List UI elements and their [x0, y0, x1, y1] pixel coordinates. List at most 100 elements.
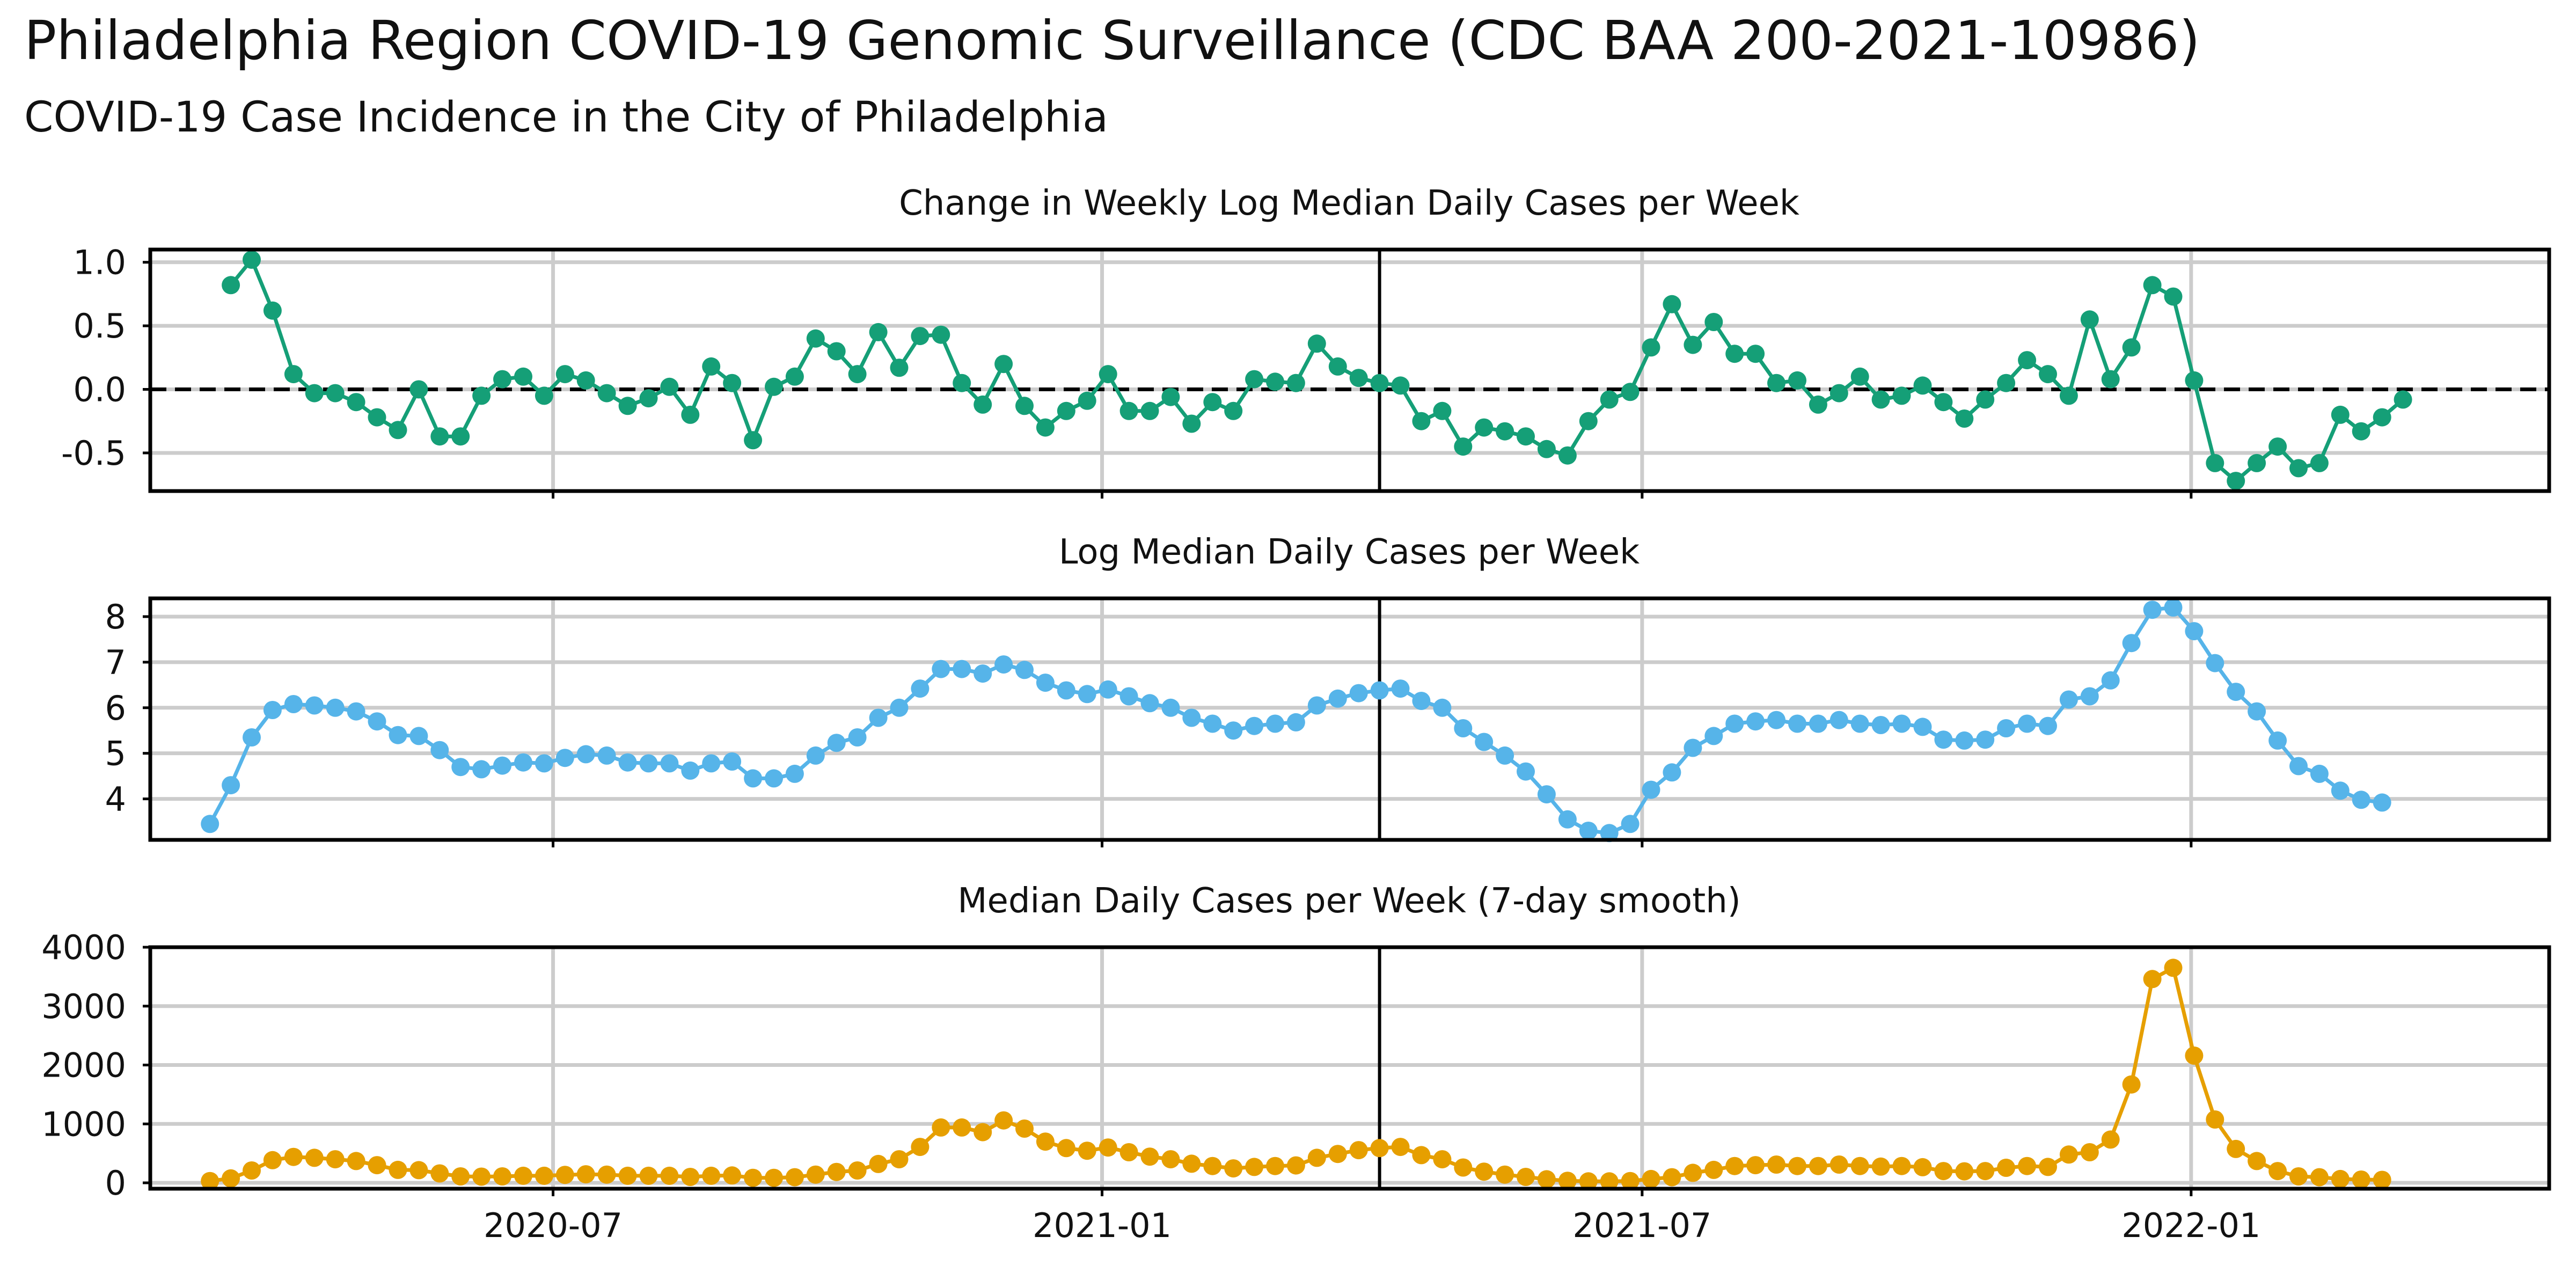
panel-3-point-57 [1391, 1138, 1410, 1157]
panel-1-point-75 [1788, 371, 1806, 390]
panel-1-point-76 [1809, 395, 1827, 414]
panel-3-ytick-label-3: 3000 [41, 987, 126, 1026]
panel-2-point-42 [1078, 685, 1096, 704]
panel-2-point-22 [660, 754, 679, 773]
panel-median-daily-cases: Median Daily Cases per Week (7-day smoot… [957, 881, 1741, 921]
panel-1-frame [148, 247, 2551, 493]
panel-1-point-85 [1997, 374, 2016, 392]
panel-1-point-2 [263, 301, 282, 320]
panel-3-point-41 [1057, 1139, 1075, 1158]
panel-1-point-22 [681, 405, 700, 424]
panel-1-point-1 [243, 250, 261, 269]
panel-2-point-41 [1057, 681, 1075, 700]
panel-1-point-17 [576, 371, 595, 390]
panel-1-point-78 [1850, 367, 1869, 386]
panel-3-ytick-label-0: 0 [105, 1163, 126, 1203]
panel-2-point-93 [2143, 601, 2162, 619]
panel-2-point-16 [535, 754, 553, 773]
panel-2-ytick-label-0: 4 [105, 780, 126, 819]
panel-2-point-52 [1286, 713, 1305, 731]
panel-1-point-62 [1517, 427, 1535, 446]
panel-2-point-69 [1642, 780, 1660, 799]
panel-1-point-94 [2185, 371, 2204, 390]
panel-2-point-60 [1454, 719, 1473, 737]
panel-1-point-30 [848, 365, 867, 384]
panel-3-point-11 [430, 1164, 449, 1183]
panel-2-point-18 [576, 745, 595, 764]
panel-2-point-15 [514, 753, 532, 772]
panel-2-point-50 [1245, 716, 1264, 735]
panel-2-point-51 [1266, 714, 1284, 733]
panel-3-point-8 [368, 1156, 386, 1175]
panel-1-point-3 [284, 365, 303, 384]
panel-1-point-99 [2289, 459, 2308, 478]
panel-3-point-6 [326, 1150, 345, 1169]
panel-1-point-16 [555, 365, 574, 384]
panel-3-point-16 [535, 1166, 553, 1185]
panel-3-point-52 [1286, 1156, 1305, 1175]
panel-2-point-81 [1892, 714, 1911, 733]
panel-3-point-44 [1119, 1143, 1138, 1161]
panel-3-point-101 [2310, 1168, 2329, 1187]
panel-1-point-88 [2059, 386, 2078, 405]
panel-1-point-104 [2394, 390, 2412, 409]
panel-2-point-70 [1663, 763, 1681, 782]
panel-1-point-31 [869, 323, 888, 341]
panel-1-point-20 [639, 389, 658, 408]
panel-1-point-56 [1391, 376, 1410, 395]
panel-3-point-54 [1328, 1145, 1347, 1163]
panel-2-ytick-label-3: 7 [105, 643, 126, 682]
panel-2-point-77 [1809, 714, 1827, 733]
panel-3-point-15 [514, 1166, 532, 1185]
panel-2-point-61 [1475, 733, 1494, 751]
panel-2-point-24 [702, 754, 721, 773]
panel-1-point-44 [1140, 401, 1159, 420]
panel-1-point-49 [1245, 370, 1264, 389]
panel-2-point-0 [201, 815, 219, 833]
panel-1-point-8 [389, 421, 407, 440]
panel-3-point-49 [1224, 1159, 1243, 1178]
panel-2-plot: 4 5 6 7 8 [105, 596, 2551, 847]
panel-1-point-47 [1203, 393, 1222, 412]
figure-title: Philadelphia Region COVID-19 Genomic Sur… [24, 9, 2200, 72]
panel-3-point-74 [1746, 1156, 1765, 1175]
panel-1-point-100 [2310, 453, 2329, 472]
panel-3-point-65 [1558, 1172, 1577, 1190]
panel-1-point-19 [618, 397, 637, 415]
panel-2-point-47 [1182, 708, 1201, 727]
panel-3-point-84 [1955, 1162, 1974, 1181]
panel-2-point-31 [848, 728, 867, 747]
panel-2-point-102 [2331, 781, 2350, 800]
panel-1-point-54 [1349, 369, 1368, 387]
panel-2-point-98 [2248, 702, 2266, 721]
panel-3-point-1 [222, 1169, 240, 1188]
panel-1-point-13 [493, 370, 511, 389]
panel-2-point-90 [2080, 687, 2099, 706]
panel-1-point-36 [974, 395, 992, 414]
panel-3-xtick-label-2: 2021-07 [1572, 1206, 1711, 1245]
panel-3-point-88 [2039, 1158, 2057, 1176]
panel-1-point-5 [326, 384, 345, 402]
panel-3-point-64 [1537, 1170, 1556, 1189]
panel-2-point-2 [243, 728, 261, 747]
panel-1-point-12 [472, 386, 491, 405]
panel-3-point-86 [1997, 1159, 2016, 1177]
panel-3-point-94 [2164, 958, 2183, 977]
panel-2-point-25 [723, 752, 742, 771]
panel-2-point-58 [1412, 692, 1431, 710]
panel-2-point-74 [1746, 712, 1765, 731]
panel-1-point-35 [953, 374, 971, 392]
panel-2-point-63 [1517, 762, 1535, 781]
panel-1-point-25 [744, 431, 763, 450]
panel-1-point-58 [1433, 401, 1452, 420]
panel-3-point-0 [201, 1172, 219, 1190]
panel-2-point-45 [1140, 694, 1159, 713]
panel-3-point-13 [472, 1167, 491, 1186]
panel-3-point-58 [1412, 1146, 1431, 1165]
panel-1-point-40 [1057, 401, 1075, 420]
panel-3-point-36 [953, 1118, 971, 1137]
panel-3-point-50 [1245, 1158, 1264, 1176]
panel-3-frame [148, 945, 2551, 1191]
panel-2-point-14 [493, 756, 511, 775]
